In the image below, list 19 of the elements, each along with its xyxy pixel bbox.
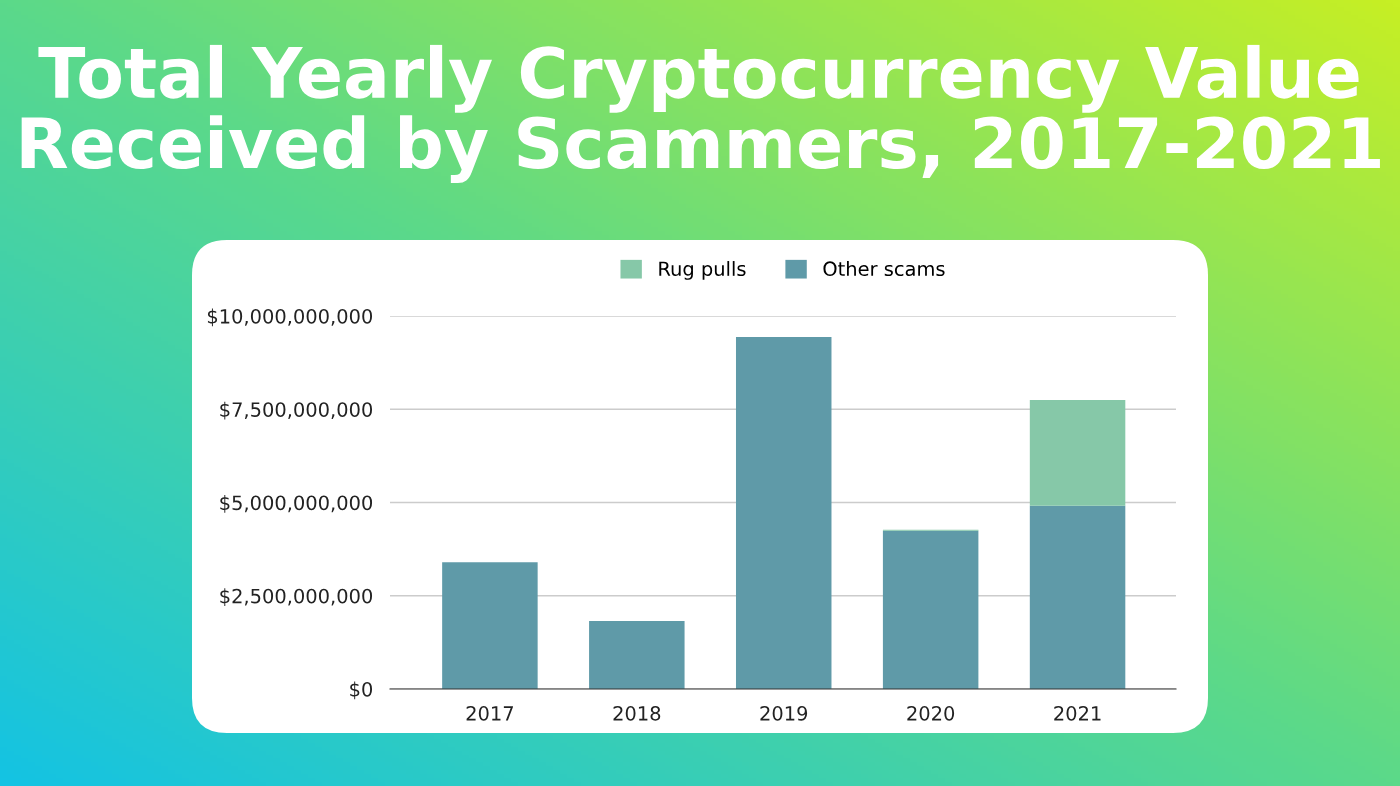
legend-label: Rug pulls (659, 261, 746, 280)
x-tick-label: 2020 (907, 706, 955, 721)
legend-label: Other scams (823, 261, 945, 277)
x-tick-label: 2018 (613, 706, 661, 721)
bar (442, 562, 538, 689)
bar (589, 621, 685, 689)
bar (735, 336, 832, 689)
bar (882, 530, 979, 689)
y-tick-label: $7,500,000,000 (220, 401, 373, 420)
y-tick-label: $10,000,000,000 (207, 308, 373, 327)
x-tick-label: 2021 (1054, 706, 1101, 721)
y-tick-label: $0 (350, 681, 373, 700)
x-tick-label: 2019 (760, 706, 808, 721)
bar (1029, 505, 1126, 689)
bar (1029, 399, 1126, 506)
chart-title: Total Yearly Cryptocurrency Value Received by Scammers, 2017-2021 (21, 44, 1380, 184)
y-tick-label: $5,000,000,000 (220, 495, 373, 513)
y-tick-label: $2,500,000,000 (220, 588, 373, 606)
x-tick-label: 2017 (466, 706, 513, 721)
